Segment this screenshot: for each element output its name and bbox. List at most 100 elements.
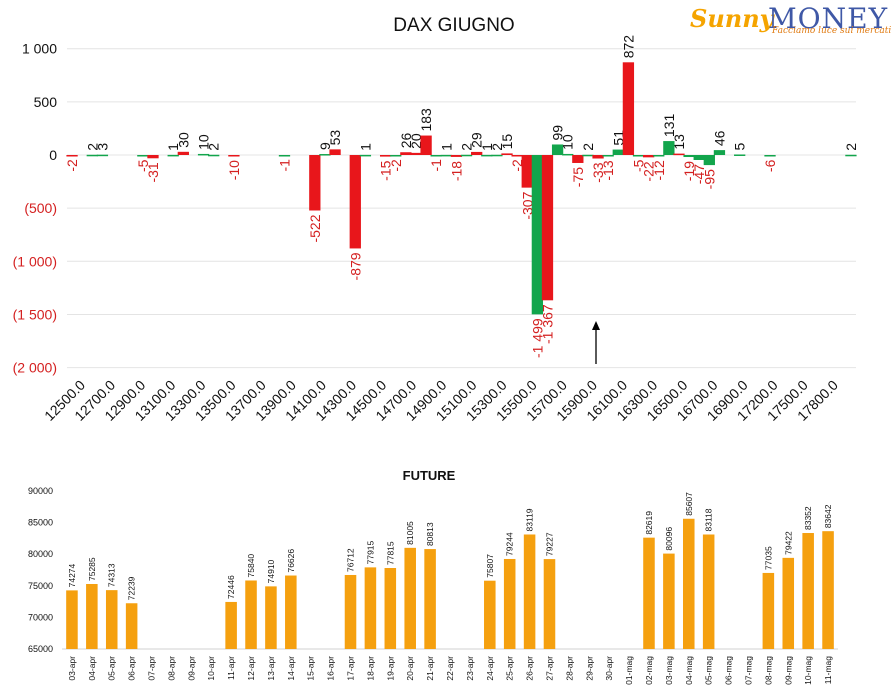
future-x-tick-label: 03-apr — [67, 656, 77, 681]
dax-bar-label: -95 — [701, 169, 717, 189]
future-bar — [822, 531, 834, 649]
dax-bar-label: -5 — [631, 159, 647, 172]
dax-bar-label: -6 — [762, 159, 778, 172]
dax-bar-label: -31 — [145, 162, 161, 182]
dax-bar-label: 2 — [84, 143, 100, 151]
future-x-tick-label: 05-mag — [704, 656, 714, 685]
dax-bar — [400, 152, 412, 155]
dax-bar — [359, 154, 372, 157]
dax-giugno-chart: DAX GIUGNO 1 000 500 0 (500) (1 000) (1 500) (2… — [13, 15, 859, 424]
dax-bar — [481, 154, 493, 157]
dax-bar — [491, 154, 503, 157]
future-y-tick-label: 80000 — [28, 549, 53, 559]
future-x-tick-label: 07-mag — [743, 656, 753, 685]
future-bar — [245, 580, 257, 649]
dax-bar — [541, 155, 554, 301]
dax-bar-label: 2 — [206, 143, 222, 151]
dax-bar-label: 26 — [398, 132, 414, 148]
future-x-tick-label: 24-apr — [485, 656, 495, 681]
future-bar — [285, 575, 297, 649]
dax-bar — [693, 155, 705, 160]
dax-bar-label: -522 — [307, 214, 323, 242]
dax-bar — [642, 155, 655, 158]
dax-bar — [713, 150, 726, 155]
future-x-tick-label: 10-apr — [206, 656, 216, 681]
dax-bar — [450, 155, 463, 157]
dax-y-tick-label: 0 — [49, 147, 57, 163]
future-bar — [364, 567, 377, 649]
future-bar-label: 72446 — [226, 575, 236, 599]
dax-bar-label: 29 — [469, 132, 485, 148]
dax-bar-label: 10 — [196, 134, 212, 150]
future-bar-label: 79422 — [783, 531, 793, 555]
future-bar-label: 79227 — [544, 532, 554, 556]
dax-bar-label: 99 — [550, 125, 566, 141]
future-chart-title: FUTURE — [403, 468, 456, 483]
future-bar — [782, 557, 795, 649]
future-y-tick-label: 90000 — [28, 486, 53, 496]
future-x-tick-label: 04-apr — [87, 656, 97, 681]
dax-bar — [228, 155, 240, 157]
dax-bar-label: -18 — [448, 161, 464, 181]
dax-bar-label: -1 — [428, 159, 444, 172]
future-bar-label: 85607 — [684, 492, 694, 516]
dax-bar-label: 872 — [620, 35, 636, 59]
future-y-tick-label: 85000 — [28, 518, 53, 528]
future-bar-label: 75285 — [87, 557, 97, 581]
dax-bar — [612, 149, 624, 155]
future-x-tick-label: 06-apr — [127, 656, 137, 681]
dax-bar — [531, 155, 544, 315]
future-x-tick-label: 25-apr — [505, 656, 515, 681]
dax-bar-label: -2 — [509, 159, 525, 172]
dax-bar — [632, 155, 645, 157]
dax-bar-label: 30 — [175, 132, 191, 148]
future-bar — [125, 603, 138, 649]
dax-bar — [309, 155, 321, 211]
dax-bar-label: -22 — [641, 161, 657, 181]
future-x-tick-label: 08-apr — [166, 656, 176, 681]
future-x-tick-label: 30-apr — [604, 656, 614, 681]
future-bar — [404, 547, 416, 649]
dax-bar-label: 13 — [671, 134, 687, 150]
future-bar — [702, 534, 715, 649]
future-bar — [225, 601, 237, 649]
dax-bar-label: 46 — [711, 130, 727, 146]
dax-bar — [683, 155, 695, 158]
dax-bar — [197, 153, 210, 156]
dax-bar — [764, 155, 776, 157]
future-bar — [523, 534, 536, 649]
dax-bar-label: 1 — [357, 143, 373, 151]
dax-bar-label: -879 — [347, 252, 363, 280]
dax-bar — [420, 135, 432, 155]
dax-bar-label: -33 — [590, 162, 606, 182]
future-x-tick-label: 22-apr — [445, 656, 455, 681]
future-bar — [424, 549, 436, 649]
future-bar — [344, 574, 357, 649]
dax-bar-label: -47 — [691, 164, 707, 184]
dax-bar — [208, 154, 220, 157]
dax-bar-label: -10 — [226, 160, 242, 180]
future-x-tick-label: 02-mag — [644, 656, 654, 685]
future-bar-label: 77815 — [385, 541, 395, 565]
future-bar-label: 77035 — [763, 546, 773, 570]
future-x-tick-label: 05-apr — [107, 656, 117, 681]
dax-bar-label: 20 — [408, 133, 424, 149]
future-x-tick-label: 06-mag — [724, 656, 734, 685]
future-bar — [484, 580, 496, 649]
dax-bar-label: -1 499 — [529, 318, 545, 358]
dax-bar-label: -19 — [681, 161, 697, 181]
dax-bar-label: 2 — [489, 143, 505, 151]
future-y-tick-label: 75000 — [28, 581, 53, 591]
dax-bar — [440, 154, 452, 157]
dax-bar — [562, 153, 574, 156]
dax-bar-label: 131 — [661, 114, 677, 138]
dax-bar-label: -15 — [378, 160, 394, 180]
future-x-tick-label: 15-apr — [306, 656, 316, 681]
future-bar-label: 80096 — [664, 527, 674, 551]
future-bar-label: 74910 — [266, 559, 276, 583]
future-x-tick-label: 27-apr — [544, 656, 554, 681]
dax-bar — [511, 155, 523, 157]
future-bar — [802, 533, 814, 649]
dax-bar — [319, 154, 331, 156]
future-x-tick-label: 10-mag — [803, 656, 813, 685]
